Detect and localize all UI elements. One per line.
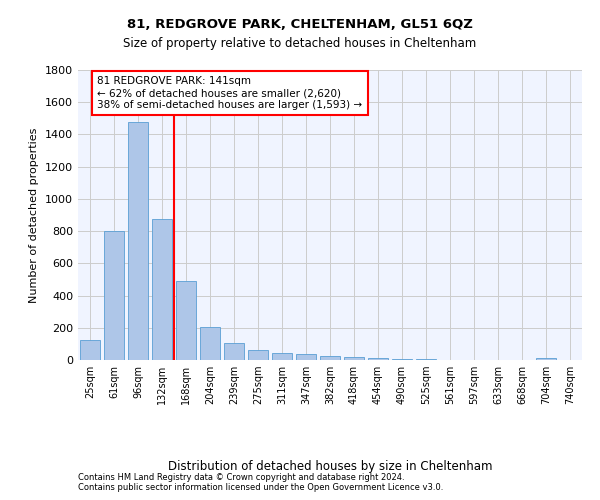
Bar: [152, 219, 172, 360]
Bar: [200, 327, 220, 360]
Text: Contains HM Land Registry data © Crown copyright and database right 2024.: Contains HM Land Registry data © Crown c…: [78, 472, 404, 482]
Text: 81 REDGROVE PARK: 141sqm
← 62% of detached houses are smaller (2,620)
38% of sem: 81 REDGROVE PARK: 141sqm ← 62% of detach…: [97, 76, 362, 110]
Bar: [296, 354, 316, 360]
Bar: [104, 231, 124, 360]
Bar: [536, 358, 556, 360]
Text: 81, REDGROVE PARK, CHELTENHAM, GL51 6QZ: 81, REDGROVE PARK, CHELTENHAM, GL51 6QZ: [127, 18, 473, 30]
Bar: [80, 340, 100, 360]
Bar: [224, 343, 244, 360]
X-axis label: Distribution of detached houses by size in Cheltenham: Distribution of detached houses by size …: [168, 460, 492, 473]
Bar: [176, 281, 196, 360]
Bar: [344, 357, 364, 360]
Bar: [272, 353, 292, 360]
Text: Contains public sector information licensed under the Open Government Licence v3: Contains public sector information licen…: [78, 482, 443, 492]
Bar: [392, 359, 412, 360]
Text: Size of property relative to detached houses in Cheltenham: Size of property relative to detached ho…: [124, 38, 476, 51]
Bar: [320, 356, 340, 360]
Y-axis label: Number of detached properties: Number of detached properties: [29, 128, 40, 302]
Bar: [248, 350, 268, 360]
Bar: [368, 358, 388, 360]
Bar: [416, 359, 436, 360]
Bar: [128, 122, 148, 360]
